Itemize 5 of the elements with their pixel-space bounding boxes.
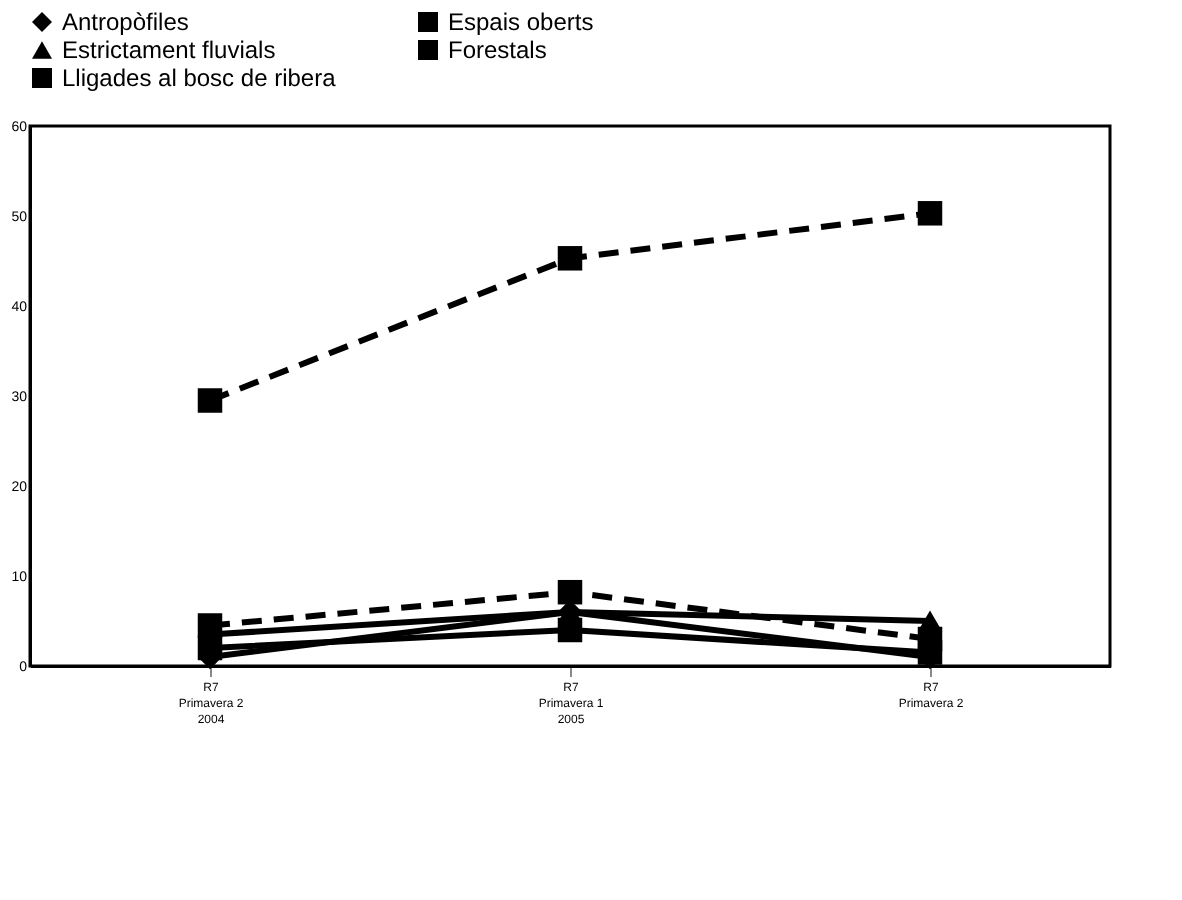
legend-label: Lligades al bosc de ribera	[62, 64, 337, 92]
legend-label: Espais oberts	[448, 8, 594, 36]
legend-label: Forestals	[448, 36, 547, 64]
legend-label: Estrictament fluvials	[62, 36, 276, 64]
legend-label: Antropòfiles	[62, 8, 189, 36]
